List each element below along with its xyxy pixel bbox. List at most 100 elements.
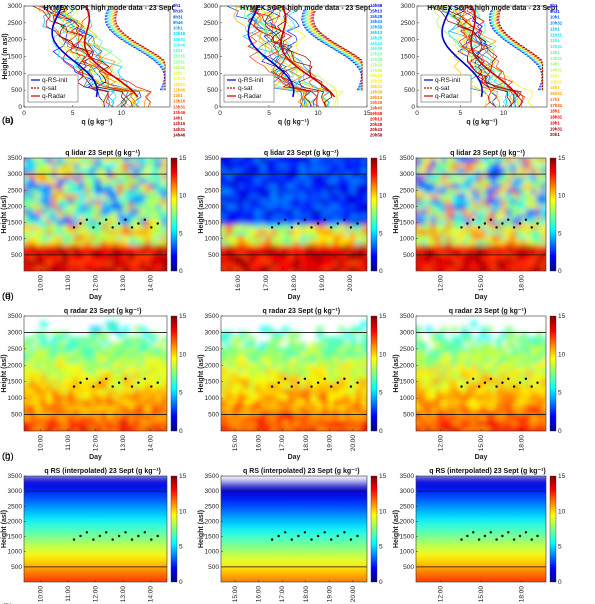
heatmap-cell <box>501 410 507 417</box>
heatmap-cell <box>456 178 462 185</box>
heatmap-cell <box>506 183 512 190</box>
heatmap-cell <box>299 347 307 354</box>
heatmap-cell <box>456 368 462 375</box>
heatmap-cell <box>431 425 437 431</box>
heatmap-cell <box>299 199 307 206</box>
heatmap-cell <box>481 373 487 380</box>
heatmap-cell <box>57 336 64 344</box>
heatmap-cell <box>265 224 273 231</box>
heatmap-cell <box>416 566 428 576</box>
heatmap-cell <box>221 194 228 201</box>
q-sat-curve <box>104 9 165 91</box>
heatmap-cell <box>451 326 457 333</box>
legend-entry: q-Radar <box>435 93 459 100</box>
heatmap-cell <box>502 574 515 582</box>
heatmap-cell <box>128 368 135 375</box>
heatmap-cell <box>502 498 515 508</box>
cloud-base-dot <box>518 534 522 538</box>
heatmap-cell <box>299 265 307 271</box>
heatmap-cell <box>35 513 49 523</box>
heatmap-cell <box>316 347 324 354</box>
panel-label: (e) <box>2 291 14 302</box>
heatmap-cell <box>496 219 502 226</box>
heatmap-cell <box>354 491 367 500</box>
heatmap-cell <box>431 384 437 391</box>
y-tick-label: 1500 <box>205 379 220 386</box>
heatmap-cell <box>496 158 502 165</box>
heatmap-cell <box>426 536 439 546</box>
heatmap-cell <box>294 357 301 364</box>
heatmap-cell <box>95 544 109 553</box>
heatmap-cell <box>128 265 135 271</box>
panel-label: (k) <box>2 602 13 604</box>
heatmap-cell <box>461 336 467 344</box>
heatmap-cell <box>421 188 427 195</box>
heatmap-cell <box>145 178 152 185</box>
heatmap-cell <box>338 245 346 252</box>
heatmap-cell <box>350 168 357 175</box>
heatmap-cell <box>521 183 527 190</box>
heatmap-cell <box>342 483 356 493</box>
heatmap-cell <box>281 559 295 568</box>
heatmap-cell <box>416 536 428 546</box>
heatmap-cell <box>90 209 97 216</box>
heatmap-cell <box>521 224 527 231</box>
heatmap-cell <box>361 158 367 165</box>
heatmap-cell <box>112 229 119 236</box>
heatmap-cell <box>95 404 102 412</box>
heatmap-cell <box>355 373 363 380</box>
heatmap-cell <box>51 240 58 247</box>
heatmap-cell <box>24 559 37 568</box>
heatmap-cell <box>327 394 335 401</box>
heatmap-cell <box>355 178 363 185</box>
heatmap-cell <box>243 384 251 391</box>
heatmap-cell <box>107 431 114 437</box>
heatmap-cell <box>496 415 502 422</box>
heatmap-cell <box>134 394 141 401</box>
heatmap-cell <box>531 363 537 370</box>
heatmap-cell <box>446 255 452 262</box>
heatmap-cell <box>24 425 31 431</box>
heatmap-cell <box>260 347 267 354</box>
heatmap-cell <box>327 158 335 165</box>
heatmap-cell <box>57 209 64 216</box>
time-label: 13h1 <box>550 50 560 55</box>
heatmap-cell <box>506 420 512 427</box>
heatmap-cell <box>68 368 75 375</box>
heatmap-cell <box>156 410 163 417</box>
heatmap-cell <box>73 235 80 242</box>
heatmap-cell <box>51 245 58 252</box>
heatmap-cell <box>68 194 75 201</box>
heatmap-cell <box>73 178 80 185</box>
heatmap-cell <box>282 425 290 431</box>
heatmap-cell <box>51 336 58 344</box>
heatmap-cell <box>361 173 367 180</box>
heatmap-cell <box>57 331 64 338</box>
heatmap-cell <box>150 331 157 338</box>
heatmap-cell <box>40 194 47 201</box>
heatmap-cell <box>516 209 522 216</box>
heatmap-cell <box>254 163 262 170</box>
profile-curve <box>259 5 308 108</box>
cloud-base-dot <box>460 226 463 229</box>
y-tick-label: 1000 <box>205 395 220 402</box>
heatmap-cell <box>46 194 53 201</box>
heatmap-cell <box>161 378 167 385</box>
heatmap-cell <box>299 235 307 242</box>
heatmap-cell <box>101 336 108 344</box>
heatmap-cell <box>426 183 432 190</box>
panel-label: (f) <box>2 291 11 302</box>
heatmap-cell <box>19 271 26 277</box>
heatmap-cell <box>112 368 119 375</box>
heatmap-cell <box>305 415 312 422</box>
heatmap-cell <box>310 214 318 221</box>
heatmap-cell <box>338 173 346 180</box>
heatmap-cell <box>145 352 152 359</box>
panel-label: (b) <box>2 115 14 126</box>
heatmap-cell <box>310 240 318 247</box>
heatmap-cell <box>431 194 437 201</box>
heatmap-cell <box>139 173 146 180</box>
heatmap-cell <box>486 425 492 431</box>
heatmap-cell <box>101 158 108 165</box>
